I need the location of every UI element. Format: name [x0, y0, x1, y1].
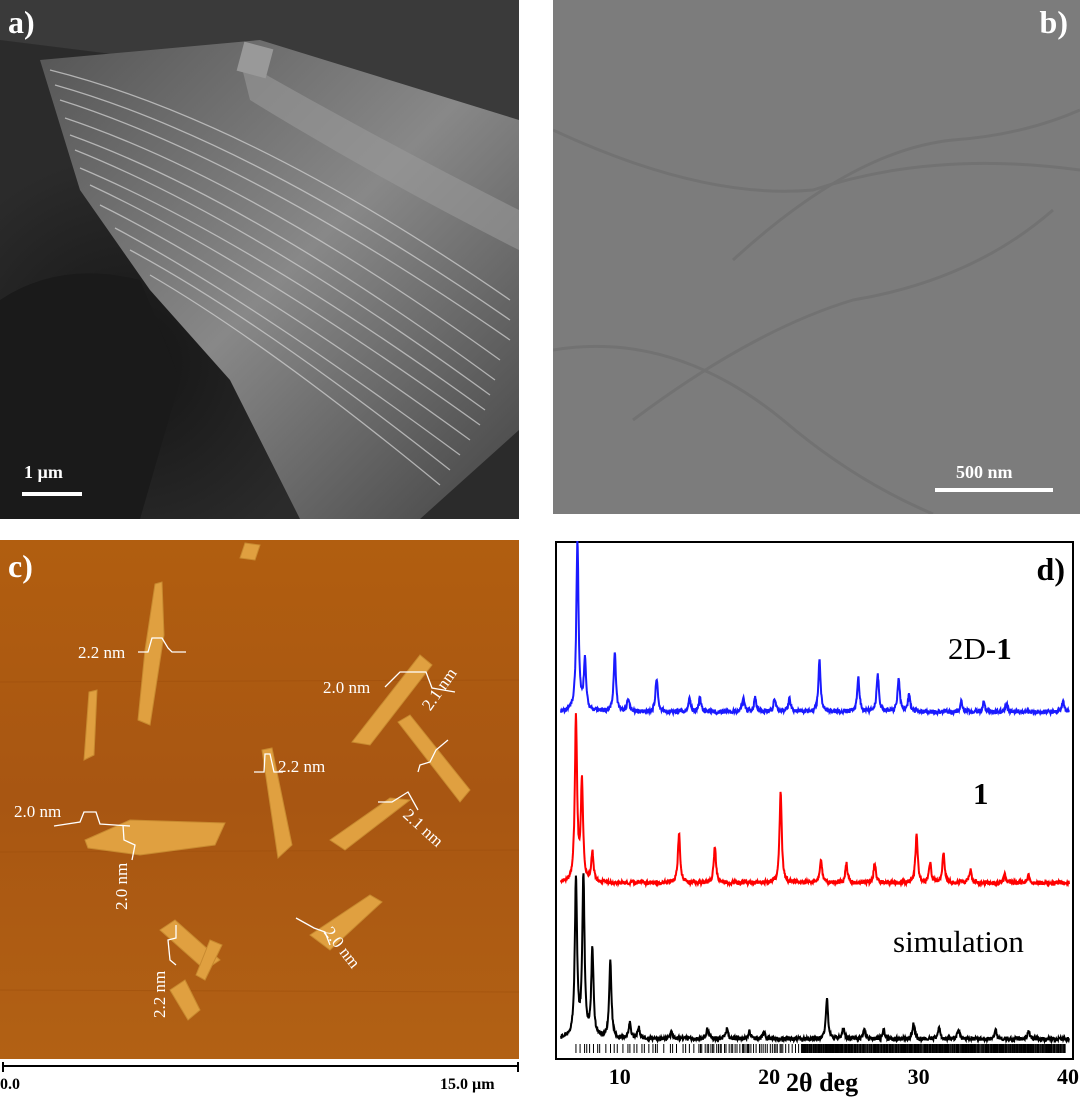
height-label: 2.0 nm	[14, 802, 62, 821]
panel-label-d: d)	[1036, 551, 1065, 587]
xrd-plot-area	[555, 541, 1074, 1060]
series-label-2d-1: 2D-1	[948, 631, 1012, 666]
x-axis-label: 2θ deg	[786, 1068, 859, 1097]
sem-layers-graphic	[0, 0, 519, 519]
height-label: 2.2 nm	[78, 643, 126, 662]
xrd-series-1	[560, 713, 1070, 889]
scale-bar-b	[935, 488, 1053, 492]
afm-scale-axis	[2, 1062, 519, 1072]
height-label: 2.2 nm	[150, 970, 169, 1018]
panel-label-c: c)	[8, 548, 33, 584]
series-label-simulation: simulation	[893, 924, 1024, 959]
xrd-series-simulation	[560, 873, 1070, 1045]
x-tick-label: 30	[907, 1064, 930, 1089]
panel-label-a: a)	[8, 4, 35, 40]
sem-image-a: a) 1 µm	[0, 0, 519, 519]
afm-image-c: c) 2.2 nm 2.0 nm 2.1 nm 2.0 nm 2.2 nm 2.…	[0, 540, 519, 1059]
height-label: 2.0 nm	[112, 862, 131, 910]
reflection-ticks	[575, 1044, 1066, 1053]
scale-bar-a	[22, 492, 82, 496]
afm-scale-end: 15.0 µm	[440, 1076, 495, 1093]
height-label: 2.0 nm	[323, 678, 371, 697]
afm-scale-start: 0.0	[0, 1076, 20, 1093]
xrd-chart: d) 2D-1 1 simulation	[555, 541, 1075, 1061]
scale-label-b: 500 nm	[956, 462, 1013, 482]
sem-image-b: b) 500 nm	[553, 0, 1080, 514]
x-tick-label: 40	[1057, 1064, 1079, 1089]
xrd-series-2d-1	[560, 541, 1070, 718]
panel-label-b: b)	[1039, 4, 1068, 40]
afm-flakes-graphic	[0, 540, 519, 1059]
series-label-1: 1	[973, 776, 989, 811]
nanosheet-graphic	[553, 0, 1080, 514]
height-label: 2.2 nm	[278, 757, 326, 776]
x-tick-label: 10	[608, 1064, 631, 1089]
x-tick-label: 20	[758, 1064, 781, 1089]
scale-label-a: 1 µm	[24, 462, 63, 482]
